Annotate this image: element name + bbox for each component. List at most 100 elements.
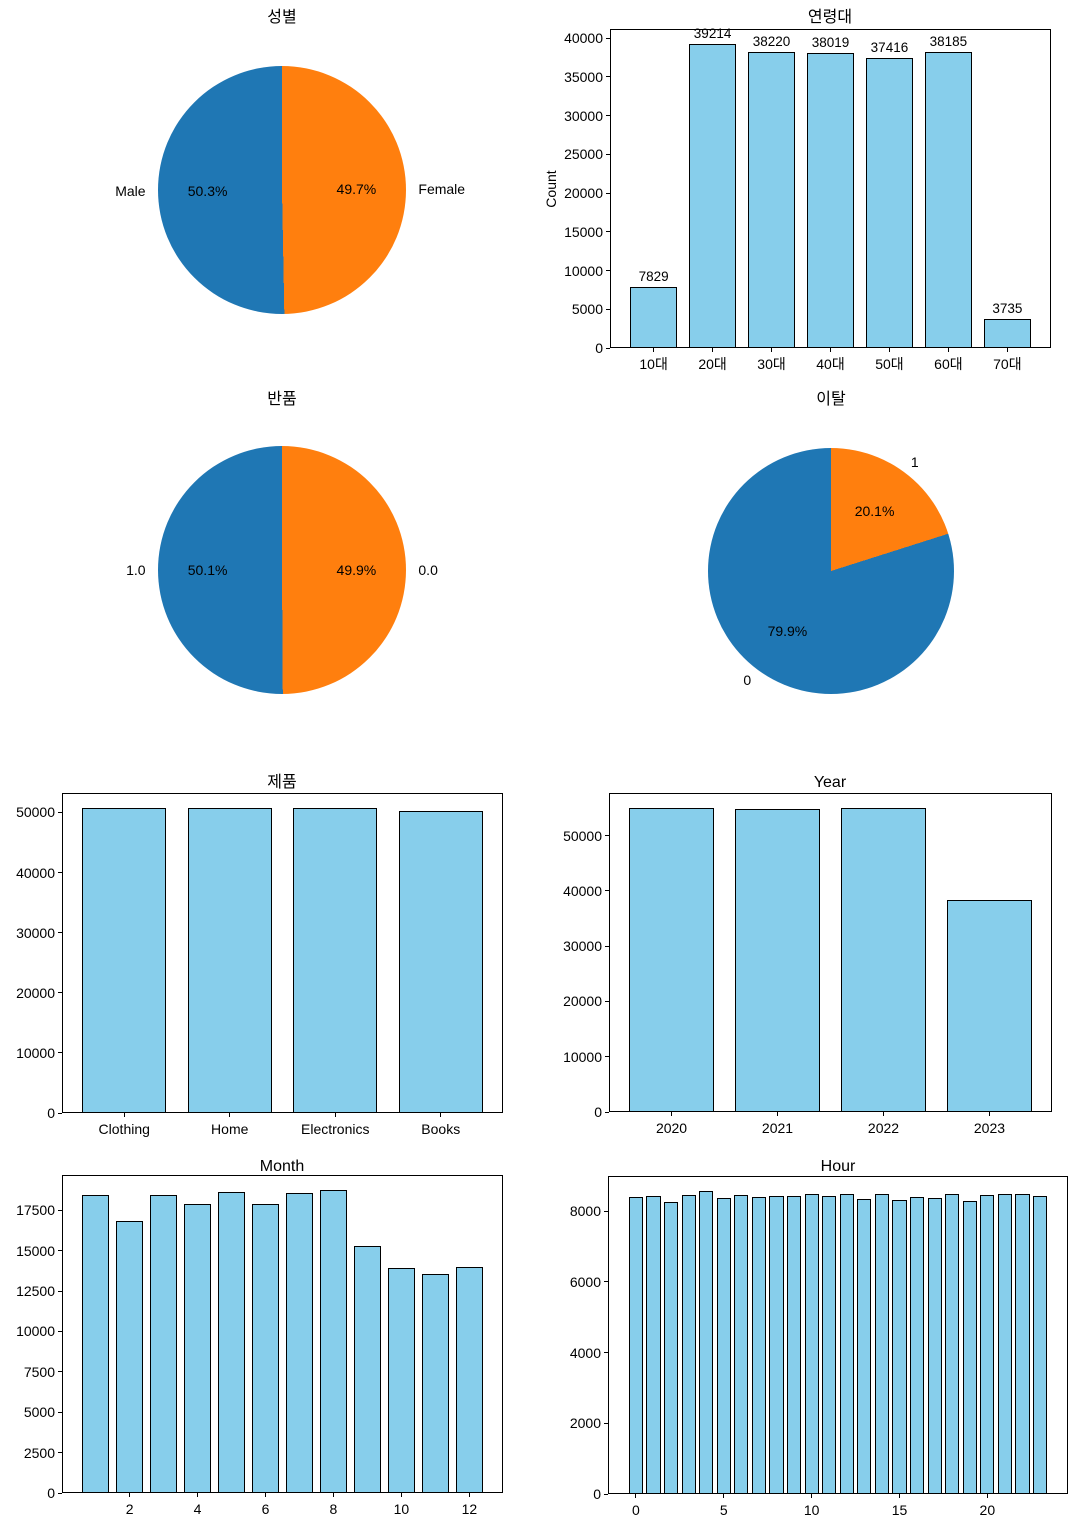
y-tick-mark <box>604 1493 608 1495</box>
bar <box>892 1200 907 1494</box>
x-tick-label: 4 <box>193 1501 202 1517</box>
bar <box>910 1197 925 1494</box>
x-tick-mark <box>777 1112 778 1116</box>
pie-slice-label: 0.0 <box>418 561 438 578</box>
y-tick-mark <box>605 835 609 837</box>
y-tick-mark <box>606 347 610 349</box>
y-tick-mark <box>606 270 610 272</box>
x-tick-mark <box>830 348 831 352</box>
x-tick-mark <box>811 1494 813 1498</box>
y-tick-mark <box>58 1290 62 1292</box>
y-tick-label: 15000 <box>564 223 603 240</box>
y-tick-label: 2000 <box>569 1415 601 1432</box>
y-tick-label: 5000 <box>23 1404 55 1421</box>
y-tick-label: 30000 <box>564 107 603 124</box>
bar <box>997 1193 1012 1494</box>
chart-title: Hour <box>820 1158 856 1175</box>
bar <box>822 1196 837 1494</box>
y-tick-label: 20000 <box>563 993 602 1010</box>
y-tick-mark <box>58 1250 62 1252</box>
y-tick-label: 15000 <box>16 1242 55 1259</box>
bar <box>116 1220 144 1493</box>
chart-title: Year <box>813 774 847 791</box>
bar <box>787 1196 802 1494</box>
y-tick-label: 35000 <box>564 68 603 85</box>
bar <box>927 1197 942 1494</box>
bar <box>398 810 483 1113</box>
x-tick-label: 20대 <box>698 356 727 372</box>
pie <box>158 446 406 694</box>
x-tick-mark <box>400 1493 402 1497</box>
y-tick-label: 0 <box>593 1486 601 1502</box>
y-tick-mark <box>606 115 610 117</box>
x-tick-label: Clothing <box>98 1121 150 1137</box>
y-tick-label: 7500 <box>23 1363 55 1380</box>
bar <box>149 1194 178 1493</box>
x-tick-mark <box>197 1493 199 1497</box>
pie-slice-label: 0 <box>743 672 752 689</box>
pie-pct-label: 20.1% <box>854 503 895 520</box>
x-tick-mark <box>888 348 890 352</box>
y-tick-mark <box>604 1210 608 1212</box>
chart-title: 이탈 <box>816 391 846 408</box>
x-tick-label: 30대 <box>757 356 786 372</box>
y-tick-label: 40000 <box>563 882 602 899</box>
bar-value-label: 38220 <box>752 33 791 49</box>
chart-title: 반품 <box>267 391 297 408</box>
bar <box>983 319 1031 348</box>
x-tick-mark <box>440 1113 442 1117</box>
y-tick-mark <box>58 1371 62 1373</box>
x-tick-mark <box>229 1113 231 1117</box>
bar <box>285 1193 314 1493</box>
y-tick-label: 30000 <box>563 938 602 955</box>
chart-title: 성별 <box>267 9 297 26</box>
bar <box>962 1201 977 1494</box>
y-tick-label: 10000 <box>563 1048 602 1065</box>
x-tick-label: 10 <box>393 1501 410 1517</box>
y-tick-label: 10000 <box>16 1044 55 1061</box>
pie <box>158 66 406 314</box>
y-tick-label: 2500 <box>23 1444 55 1461</box>
bar <box>629 808 714 1112</box>
x-tick-label: 2023 <box>973 1120 1006 1136</box>
y-tick-mark <box>606 76 610 78</box>
y-tick-mark <box>58 1411 62 1413</box>
y-tick-mark <box>58 1330 62 1332</box>
y-tick-label: 10000 <box>16 1323 55 1340</box>
bar <box>806 53 855 348</box>
y-tick-mark <box>604 1281 608 1283</box>
y-tick-mark <box>58 1452 62 1454</box>
pie-slice-label: Female <box>418 180 466 197</box>
x-tick-label: 10대 <box>639 356 668 372</box>
bar <box>716 1197 731 1494</box>
chart-title: 연령대 <box>807 9 853 26</box>
x-tick-mark <box>986 1494 988 1498</box>
bar <box>353 1245 382 1493</box>
bar-value-label: 37416 <box>870 40 909 56</box>
y-tick-label: 0 <box>595 340 603 356</box>
x-tick-label: 8 <box>329 1501 338 1517</box>
x-tick-label: 0 <box>632 1502 640 1518</box>
pie <box>708 448 954 694</box>
x-tick-mark <box>332 1493 334 1497</box>
bar <box>387 1267 415 1493</box>
bar <box>183 1203 212 1493</box>
chart-title: Month <box>259 1158 305 1175</box>
x-tick-mark <box>468 1493 470 1497</box>
y-tick-mark <box>605 1000 609 1002</box>
bar <box>980 1194 995 1494</box>
x-tick-label: 15 <box>891 1502 908 1518</box>
bar-value-label: 38019 <box>811 35 850 51</box>
y-tick-label: 4000 <box>569 1344 601 1361</box>
x-tick-mark <box>988 1112 990 1116</box>
bar <box>217 1191 246 1493</box>
bar <box>1015 1193 1030 1494</box>
y-tick-mark <box>58 1112 62 1114</box>
y-tick-mark <box>58 811 62 813</box>
y-tick-mark <box>58 1492 62 1494</box>
x-tick-label: 10 <box>803 1502 820 1518</box>
x-tick-mark <box>129 1493 131 1497</box>
y-tick-label: 12500 <box>16 1283 55 1300</box>
